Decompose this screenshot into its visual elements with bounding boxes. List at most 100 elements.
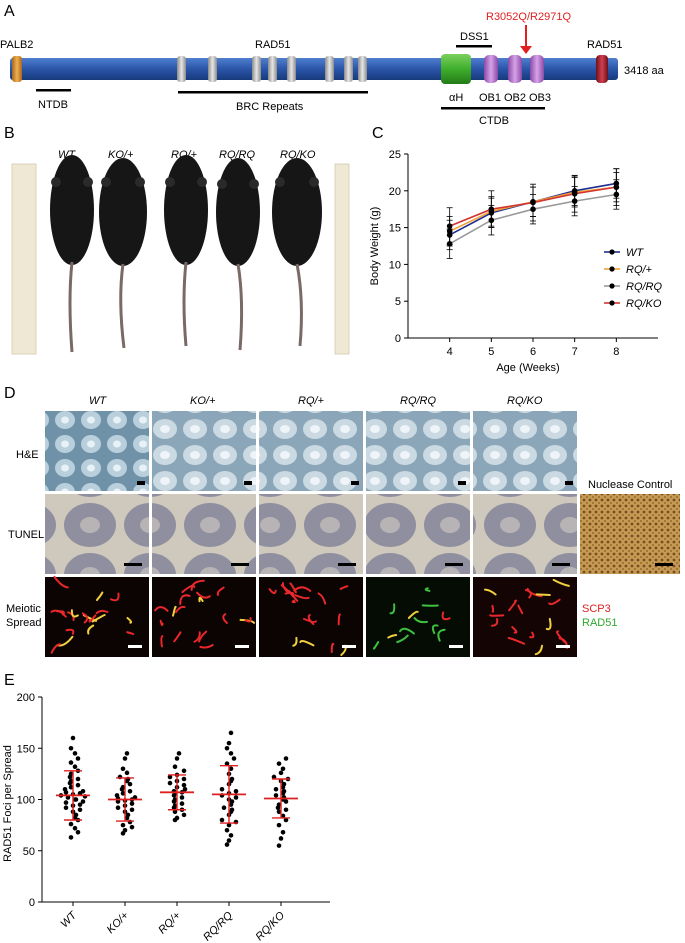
y-axis-title: RAD51 Foci per Spread	[2, 745, 14, 862]
ctdb-label: CTDB	[479, 115, 509, 127]
dss1-bar	[456, 45, 492, 48]
ob2-label: OB2	[504, 92, 526, 104]
data-point	[68, 771, 74, 777]
panel-a: A 3418 aa PALB2 NTDB RAD51 BRC Repeats D…	[0, 3, 665, 127]
data-point	[72, 751, 78, 756]
chromosome-strand	[65, 628, 75, 635]
data-point	[276, 822, 282, 828]
chromosome-strand	[70, 609, 79, 618]
chromosome-strand	[548, 598, 561, 606]
chromosome-strand	[173, 631, 182, 643]
data-point	[281, 781, 287, 787]
chromosome-strand	[437, 628, 446, 642]
data-point	[77, 807, 83, 813]
x-tick-label: 8	[613, 346, 619, 358]
data-point	[73, 797, 79, 802]
brc-label: BRC Repeats	[236, 101, 304, 113]
data-point	[73, 812, 79, 818]
x-tick-label: 7	[572, 346, 578, 358]
column-label: WT	[89, 395, 107, 407]
data-point	[224, 827, 230, 833]
y-tick-label: 25	[389, 149, 401, 161]
data-point	[120, 822, 126, 828]
panel-label-d: D	[4, 385, 16, 402]
rad51-label: RAD51	[255, 39, 290, 51]
ruler-left	[11, 163, 37, 355]
tunel-image	[45, 494, 149, 574]
chromosome-strand	[535, 593, 551, 597]
data-point	[172, 803, 178, 808]
data-point	[174, 756, 180, 761]
data-point	[221, 805, 227, 810]
panel-label-c: C	[372, 125, 384, 142]
data-point	[224, 761, 230, 766]
data-point	[280, 830, 286, 835]
chromosome-strand	[95, 591, 104, 602]
data-point	[172, 809, 178, 815]
data-point	[273, 786, 279, 792]
data-point	[181, 768, 187, 774]
data-point	[219, 786, 225, 792]
data-point	[68, 760, 74, 765]
data-point	[229, 807, 235, 813]
mouse-wt	[50, 155, 94, 353]
chromosome-strand	[126, 616, 133, 624]
scp3-label: SCP3	[582, 603, 611, 615]
chromosome-strand	[292, 636, 298, 647]
data-point	[228, 751, 234, 756]
scale-bar	[124, 563, 142, 566]
chromosome-strand	[81, 612, 89, 624]
chromosome-strand	[399, 627, 415, 635]
chromosome-strand	[337, 613, 341, 626]
scale-bar	[128, 645, 142, 648]
chromosome-strand	[529, 631, 535, 639]
ruler-right	[334, 163, 350, 355]
brc-repeats	[177, 56, 367, 82]
legend-marker	[609, 283, 615, 289]
data-point	[63, 805, 69, 810]
column-label: RQ/+	[298, 395, 325, 407]
chromosome-strand	[552, 578, 570, 587]
data-point	[613, 184, 620, 190]
data-point	[224, 842, 230, 847]
chromosome-strand	[511, 626, 518, 634]
data-point	[172, 797, 178, 802]
mouse-rq-ko	[272, 158, 322, 347]
mouse-rq-het	[164, 155, 208, 347]
tunel-image	[152, 494, 256, 574]
data-point	[115, 805, 121, 810]
chromosome-strand	[507, 637, 526, 645]
data-point	[283, 807, 289, 813]
x-tick-label: RQ/RQ	[201, 909, 235, 943]
legend-label: WT	[626, 247, 644, 259]
data-point	[80, 789, 86, 794]
scale-bar	[235, 645, 249, 648]
chromosome-strand	[181, 584, 196, 594]
data-point	[280, 813, 286, 819]
scale-bar	[655, 563, 673, 566]
chromosome-strand	[154, 606, 169, 612]
chromosome-strand	[281, 582, 290, 594]
alpha-helix-label: αH	[449, 92, 463, 104]
data-point	[68, 745, 74, 751]
chromosome-strand	[291, 599, 296, 604]
ntdb-label: NTDB	[38, 99, 68, 111]
brc-repeat	[268, 56, 277, 82]
meiotic-spread-image	[45, 577, 149, 657]
x-tick-label: WT	[59, 909, 80, 930]
column-label: RQ/RQ	[400, 395, 437, 407]
chromosome-strand	[508, 599, 518, 612]
scale-bar	[556, 645, 570, 648]
chromosome-strand	[198, 630, 208, 643]
chromosome-strand	[91, 614, 106, 623]
data-point	[122, 756, 128, 761]
palb2-domain	[12, 56, 22, 82]
chromosome-strand	[88, 614, 97, 623]
ctdb-bar	[441, 107, 545, 110]
data-point	[446, 223, 453, 229]
chromosome-strand	[424, 587, 431, 592]
panel-label-e: E	[4, 672, 15, 689]
data-point	[228, 730, 234, 736]
chromosome-strand	[193, 631, 201, 643]
rad51-foci-chart: 0 50 100 150 200 RAD51 Foci per Spread WT KO/+ R…	[2, 692, 330, 943]
